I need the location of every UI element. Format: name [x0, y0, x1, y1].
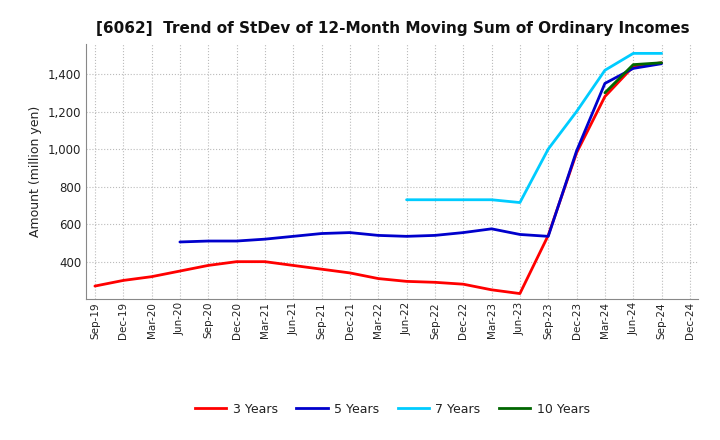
7 Years: [600, 68, 609, 73]
3 Years: [431, 280, 439, 285]
7 Years: [459, 197, 467, 202]
5 Years: [487, 226, 496, 231]
10 Years: [629, 62, 637, 67]
5 Years: [176, 239, 184, 245]
7 Years: [431, 197, 439, 202]
3 Years: [657, 60, 666, 66]
7 Years: [402, 197, 411, 202]
7 Years: [657, 51, 666, 56]
Y-axis label: Amount (million yen): Amount (million yen): [30, 106, 42, 237]
5 Years: [289, 234, 297, 239]
5 Years: [572, 148, 581, 154]
7 Years: [516, 200, 524, 205]
3 Years: [176, 268, 184, 274]
5 Years: [318, 231, 326, 236]
5 Years: [459, 230, 467, 235]
3 Years: [233, 259, 241, 264]
3 Years: [119, 278, 127, 283]
3 Years: [289, 263, 297, 268]
3 Years: [402, 279, 411, 284]
3 Years: [544, 233, 552, 238]
5 Years: [600, 81, 609, 86]
5 Years: [204, 238, 212, 244]
7 Years: [572, 109, 581, 114]
5 Years: [516, 232, 524, 237]
3 Years: [204, 263, 212, 268]
3 Years: [459, 282, 467, 287]
3 Years: [487, 287, 496, 293]
7 Years: [544, 147, 552, 152]
3 Years: [629, 64, 637, 69]
5 Years: [657, 61, 666, 66]
Title: [6062]  Trend of StDev of 12-Month Moving Sum of Ordinary Incomes: [6062] Trend of StDev of 12-Month Moving…: [96, 21, 689, 36]
3 Years: [318, 267, 326, 272]
Line: 5 Years: 5 Years: [180, 64, 662, 242]
3 Years: [600, 94, 609, 99]
5 Years: [402, 234, 411, 239]
3 Years: [516, 291, 524, 296]
5 Years: [374, 233, 382, 238]
3 Years: [148, 274, 156, 279]
10 Years: [600, 90, 609, 95]
3 Years: [346, 270, 354, 275]
10 Years: [657, 60, 666, 66]
Line: 3 Years: 3 Years: [95, 63, 662, 293]
5 Years: [431, 233, 439, 238]
3 Years: [91, 283, 99, 289]
Line: 10 Years: 10 Years: [605, 63, 662, 93]
Line: 7 Years: 7 Years: [407, 53, 662, 202]
5 Years: [544, 234, 552, 239]
5 Years: [261, 237, 269, 242]
3 Years: [374, 276, 382, 281]
Legend: 3 Years, 5 Years, 7 Years, 10 Years: 3 Years, 5 Years, 7 Years, 10 Years: [190, 398, 595, 421]
3 Years: [261, 259, 269, 264]
5 Years: [629, 66, 637, 71]
5 Years: [346, 230, 354, 235]
7 Years: [629, 51, 637, 56]
3 Years: [572, 150, 581, 155]
7 Years: [487, 197, 496, 202]
5 Years: [233, 238, 241, 244]
